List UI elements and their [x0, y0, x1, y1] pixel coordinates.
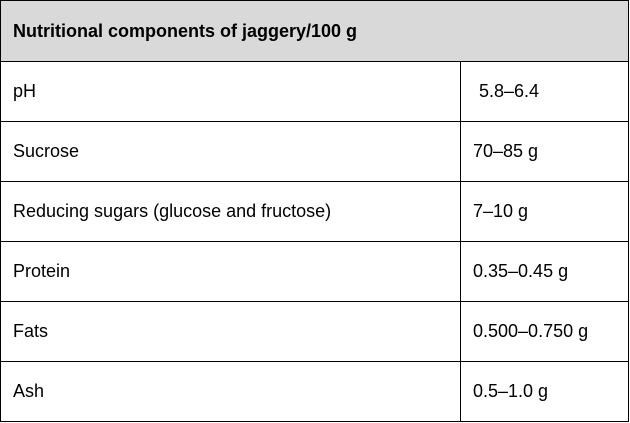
- component-name: Reducing sugars (glucose and fructose): [1, 182, 461, 242]
- component-amount: 0.5–1.0 g: [473, 381, 549, 401]
- component-amount: 5.8–6.4: [461, 62, 628, 122]
- component-name: pH: [1, 62, 461, 122]
- component-amount: 70–85 g: [461, 122, 628, 182]
- component-amount: 7–10 g: [461, 182, 628, 242]
- component-name: Fats: [1, 302, 461, 362]
- component-name: Protein: [1, 242, 461, 302]
- component-amount: 0.35–0.45 g: [461, 242, 628, 302]
- component-name: Ash: [1, 362, 461, 421]
- component-amount: 0.500–0.750 g: [461, 302, 628, 362]
- table-title: Nutritional components of jaggery/100 g: [1, 1, 628, 62]
- component-name: Sucrose: [1, 122, 461, 182]
